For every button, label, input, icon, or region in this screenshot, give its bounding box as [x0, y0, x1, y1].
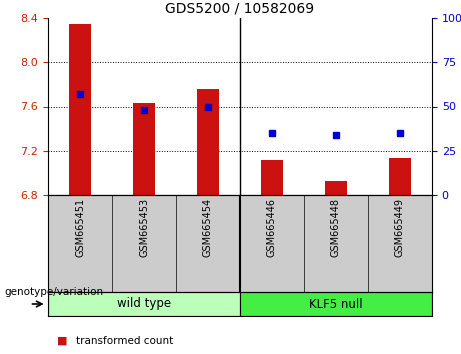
Bar: [133, 103, 155, 195]
Text: wild type: wild type: [117, 297, 171, 310]
Bar: [69, 23, 91, 195]
Bar: [261, 160, 283, 195]
FancyBboxPatch shape: [240, 292, 432, 316]
Bar: [325, 181, 347, 195]
Text: GSM665449: GSM665449: [395, 198, 405, 257]
Text: KLF5 null: KLF5 null: [309, 297, 363, 310]
Text: GSM665446: GSM665446: [267, 198, 277, 257]
Text: GSM665454: GSM665454: [203, 198, 213, 257]
Bar: [389, 159, 411, 195]
Text: GSM665453: GSM665453: [139, 198, 149, 257]
Text: GSM665451: GSM665451: [75, 198, 85, 257]
Text: transformed count: transformed count: [76, 336, 173, 346]
FancyBboxPatch shape: [48, 292, 240, 316]
Text: GSM665448: GSM665448: [331, 198, 341, 257]
Bar: [197, 89, 219, 195]
Title: GDS5200 / 10582069: GDS5200 / 10582069: [165, 1, 314, 16]
Text: genotype/variation: genotype/variation: [5, 287, 104, 297]
Text: ■: ■: [57, 336, 68, 346]
